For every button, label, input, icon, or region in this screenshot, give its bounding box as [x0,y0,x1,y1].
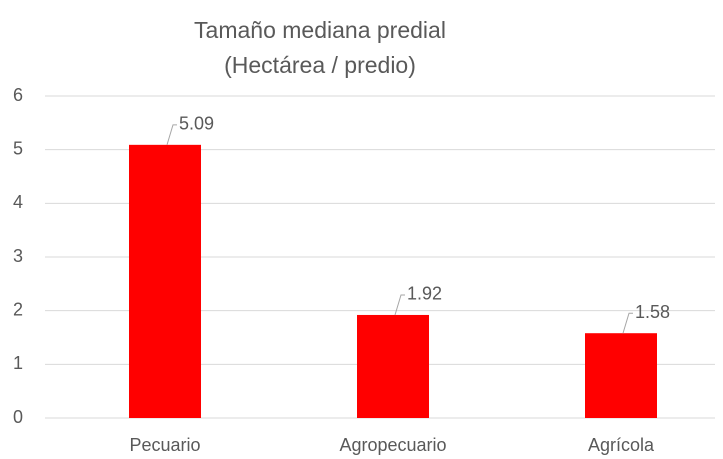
y-tick-label: 6 [13,85,23,105]
chart-subtitle: (Hectárea / predio) [224,52,416,78]
y-tick-label: 0 [13,407,23,427]
bar [585,333,657,418]
data-label: 1.92 [407,284,442,304]
y-tick-label: 3 [13,246,23,266]
y-tick-label: 1 [13,353,23,373]
leader-line [394,294,405,316]
y-tick-label: 4 [13,192,23,212]
bar [357,314,429,418]
bar [129,144,201,418]
leader-line [166,124,177,145]
x-tick-label: Agrícola [588,435,655,455]
leader-line [622,312,633,334]
y-tick-label: 5 [13,138,23,158]
x-tick-label: Pecuario [129,435,200,455]
y-tick-label: 2 [13,299,23,319]
chart-title: Tamaño mediana predial [194,17,446,43]
data-label: 5.09 [179,114,214,134]
data-label: 1.58 [635,302,670,322]
x-tick-label: Agropecuario [339,435,446,455]
